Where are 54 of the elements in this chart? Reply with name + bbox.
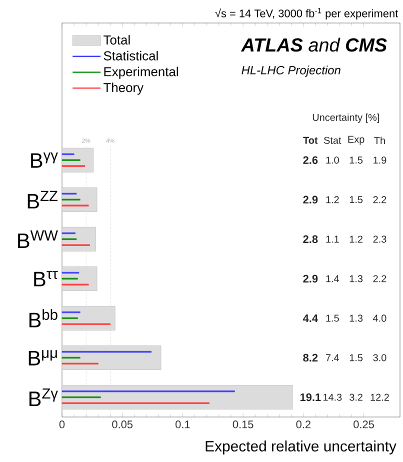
annotation: 4.4: [302, 314, 318, 322]
chart-title: ATLAS and CMS: [240, 38, 387, 52]
x-axis-title: Expected relative uncertainty: [206, 440, 396, 454]
annotation: 3.0: [373, 354, 386, 362]
annotation: 1.0: [326, 156, 339, 164]
y-tick-label: B$^{ZZ}$: [28, 190, 58, 208]
x-tick-label: 0: [59, 420, 65, 428]
annotation: 1.2: [350, 236, 362, 243]
annotation: 7.4: [326, 354, 340, 362]
annotation: 12.2: [370, 394, 389, 401]
annotation: 2.6: [303, 156, 318, 164]
legend-label: Statistical: [104, 50, 158, 60]
annotation: 2.2: [373, 196, 386, 204]
annotation: 2.8: [303, 235, 318, 244]
annotation: 1.5: [350, 354, 363, 362]
annotation: 2.9: [303, 274, 318, 283]
y-tick-label: B$^{ττ}$: [34, 271, 58, 286]
annotation: 8.2: [303, 354, 318, 362]
y-tick-label: B$^{Zγ}$: [29, 388, 58, 406]
chart-subtitle: HL-LHC Projection: [242, 66, 340, 77]
annotation: 1.1: [326, 236, 339, 243]
text: Exp: [348, 136, 364, 145]
text: Tot: [303, 136, 318, 144]
legend-label: Experimental: [104, 66, 178, 79]
x-tick-label: 0.15: [232, 420, 254, 428]
y-tick-label: B$^{WW}$: [18, 230, 58, 248]
legend-label: Total: [104, 35, 130, 45]
x-tick-label: 0.2: [296, 420, 310, 428]
legend-label: Theory: [104, 82, 144, 95]
annotation: 19.1: [300, 393, 321, 402]
annotation: 14.3: [323, 394, 342, 401]
annotation: 1.9: [374, 156, 386, 164]
x-tick-label: 0.1: [176, 420, 190, 428]
annotation: 2.9: [303, 196, 318, 204]
annotation: 4.0: [373, 314, 386, 322]
annotation: 2.2: [373, 275, 386, 282]
y-tick-label: B$^{bb}$: [29, 309, 58, 328]
x-tick-label: 0.25: [354, 420, 374, 428]
annotation: 1.5: [350, 196, 363, 204]
text: Th: [374, 136, 385, 144]
text: Stat: [324, 136, 342, 144]
annotation: 1.5: [350, 156, 363, 164]
x-tick-label: 0.05: [112, 420, 133, 428]
text: √s = 14 TeV, 3000 fb$^{-1}$ per experiment: [215, 8, 398, 20]
annotation: 1.5: [326, 314, 339, 322]
y-tick-label: B$^{μμ}$: [28, 350, 57, 366]
annotation: 1.3: [350, 314, 363, 322]
annotation: 3.2: [350, 394, 362, 401]
annotation: 1.3: [350, 275, 363, 282]
annotation: 1.2: [326, 196, 339, 204]
y-tick-label: B$^{γγ}$: [31, 152, 58, 168]
annotation: 2.3: [373, 236, 386, 243]
text: Uncertainty [%]: [312, 114, 379, 123]
annotation: 1.4: [326, 275, 340, 282]
